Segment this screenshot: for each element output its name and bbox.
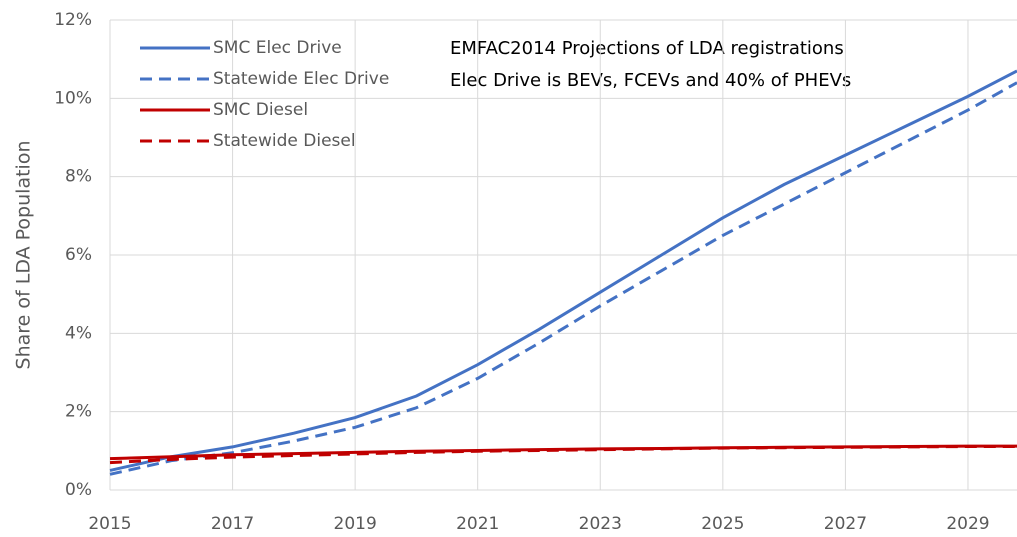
y-axis-label: Share of LDA Population [13,141,35,370]
x-tick-label: 2019 [334,514,377,534]
x-tick-label: 2015 [88,514,131,534]
y-tick-label: 4% [65,323,92,343]
x-tick-label: 2023 [579,514,622,534]
y-tick-label: 8% [65,167,92,187]
legend-label: SMC Diesel [213,100,308,120]
x-tick-label: 2027 [824,514,867,534]
x-tick-label: 2017 [211,514,254,534]
annotation: EMFAC2014 Projections of LDA registratio… [450,38,844,59]
x-tick-label: 2021 [456,514,499,534]
y-tick-label: 0% [65,480,92,500]
y-tick-label: 2% [65,402,92,422]
y-tick-label: 12% [54,10,92,30]
annotation: Elec Drive is BEVs, FCEVs and 40% of PHE… [450,70,851,91]
line [109,81,1017,476]
x-tick-label: 2029 [946,514,989,534]
legend-label: Statewide Diesel [213,131,356,151]
line [109,445,1017,465]
legend-label: SMC Elec Drive [213,38,342,58]
y-tick-label: 6% [65,245,92,265]
x-tick-label: 2025 [701,514,744,534]
y-tick-label: 10% [54,88,92,108]
legend-label: Statewide Elec Drive [213,69,389,89]
line [109,69,1017,472]
